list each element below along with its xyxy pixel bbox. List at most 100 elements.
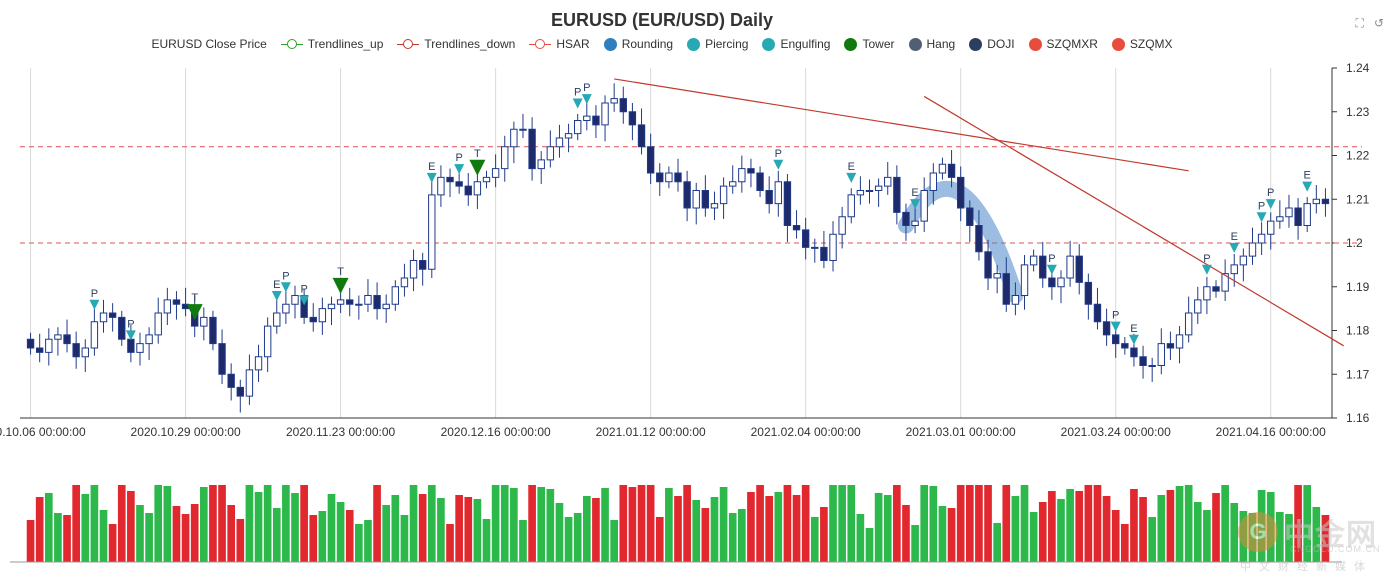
candle [637, 124, 646, 148]
volume-bar [1193, 502, 1202, 562]
volume-bar [199, 487, 208, 562]
volume-bar [245, 485, 254, 562]
volume-bar [99, 510, 108, 562]
candle [792, 225, 801, 231]
volume-bar [628, 487, 637, 562]
candle [218, 343, 226, 375]
legend-label: DOJI [987, 37, 1015, 51]
x-tick-label: 2020.11.23 00:00:00 [286, 425, 396, 439]
x-tick-label: 2021.02.04 00:00:00 [751, 425, 861, 439]
volume-bar [582, 496, 591, 562]
marker-label: P [1203, 253, 1210, 265]
candle [719, 185, 728, 205]
candle [254, 356, 263, 371]
marker-label: P [300, 283, 307, 295]
volume-bar [1303, 485, 1312, 562]
candle [1011, 295, 1020, 305]
volume-bar [1294, 485, 1302, 562]
candle [309, 316, 317, 323]
legend-item[interactable]: Engulfing [762, 37, 830, 51]
candle [956, 176, 965, 209]
volume-bar [902, 505, 910, 562]
candle [947, 163, 956, 178]
legend-item[interactable]: Trendlines_up [280, 37, 383, 51]
volume-bar [993, 523, 1001, 562]
candle [437, 176, 445, 196]
volume-bar [72, 485, 80, 562]
candle [291, 295, 299, 305]
legend-item[interactable]: Trendlines_down [397, 37, 515, 51]
volume-bar [1212, 493, 1220, 562]
candle [656, 172, 664, 183]
reset-icon[interactable]: ↺ [1373, 16, 1384, 30]
candle [1148, 365, 1156, 367]
marker-label: P [1258, 200, 1265, 212]
zoom-icon[interactable]: ⛶ [1355, 16, 1364, 30]
x-tick-label: 2021.03.01 00:00:00 [906, 425, 1016, 439]
volume-bar [1075, 491, 1084, 562]
legend-item[interactable]: Piercing [687, 37, 748, 51]
volume-bar [765, 496, 774, 562]
volume-bar [655, 517, 664, 562]
candle [1139, 356, 1147, 366]
legend-item[interactable]: DOJI [969, 37, 1015, 51]
y-tick-label: 1.22 [1346, 149, 1370, 163]
legend-item[interactable]: HSAR [529, 37, 590, 51]
candle [1212, 286, 1220, 292]
candle [227, 373, 235, 388]
candle [984, 251, 992, 279]
legend-label: Hang [926, 37, 956, 51]
trendline-down [923, 95, 1344, 347]
candle [154, 312, 162, 336]
volume-bar [455, 495, 463, 562]
volume-bar [1020, 485, 1029, 562]
volume-bar [154, 485, 163, 562]
legend-swatch-icon [603, 37, 617, 51]
candle [108, 312, 117, 318]
volume-bar [117, 485, 126, 562]
marker-label: P [127, 318, 134, 330]
volume-bar [500, 485, 509, 562]
legend-item[interactable]: Tower [844, 37, 895, 51]
candle [546, 146, 555, 161]
candle [1039, 255, 1047, 279]
volume-bar [464, 497, 473, 562]
x-tick-label: 2021.01.12 00:00:00 [596, 425, 706, 439]
volume-bar [336, 502, 345, 562]
volume-bar [665, 488, 673, 562]
candle [428, 194, 436, 270]
volume-bar [874, 493, 883, 562]
legend-swatch-icon [1111, 37, 1125, 51]
marker-engulfing-icon [426, 172, 437, 183]
legend-item[interactable]: SZQMXR [1028, 37, 1098, 51]
candle [327, 303, 336, 310]
volume-bar [938, 506, 947, 562]
candle [1002, 273, 1010, 305]
volume-bar [619, 485, 628, 562]
volume-bar [1057, 499, 1065, 562]
volume-bar [911, 525, 919, 562]
candle [282, 303, 290, 314]
candle [1294, 207, 1302, 226]
volume-bar [947, 508, 956, 562]
candle [811, 246, 819, 249]
candle [555, 137, 564, 148]
candle [1248, 242, 1257, 257]
volume-bar [44, 493, 53, 562]
candle [1303, 203, 1311, 226]
legend-item[interactable]: Hang [908, 37, 956, 51]
marker-label: P [775, 148, 782, 160]
volume-bar [318, 511, 327, 562]
legend-item[interactable]: Rounding [603, 37, 673, 51]
volume-bar [1111, 510, 1120, 562]
y-tick-label: 1.18 [1346, 324, 1370, 338]
volume-bar [437, 498, 445, 562]
volume-bar [272, 508, 281, 562]
legend-item[interactable]: EURUSD Close Price [151, 37, 266, 51]
legend-item[interactable]: SZQMX [1111, 37, 1173, 51]
volume-bar [282, 485, 290, 562]
candle [765, 190, 773, 205]
candle [26, 338, 35, 349]
candle [1194, 299, 1202, 314]
candle [674, 172, 682, 183]
